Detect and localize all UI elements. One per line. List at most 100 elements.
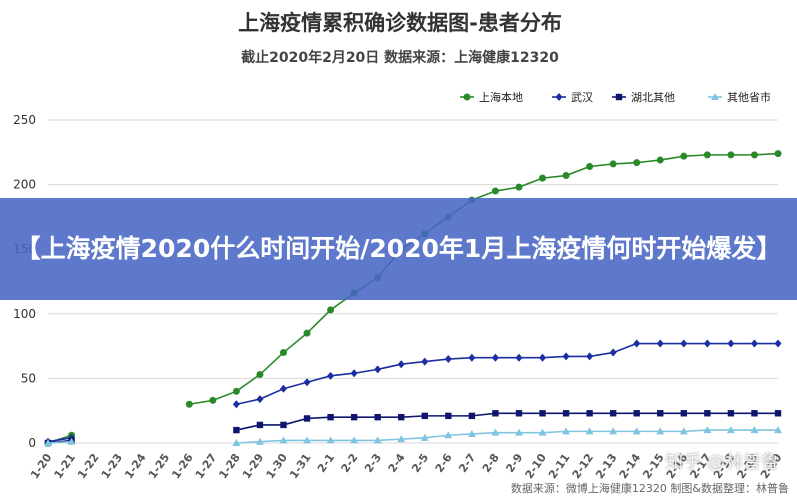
data-point [585, 427, 594, 435]
data-point [703, 151, 711, 159]
data-point [327, 306, 335, 314]
x-tick-label: 2-6 [433, 451, 455, 475]
data-point [680, 152, 688, 160]
data-point [232, 400, 240, 409]
data-point [256, 395, 264, 404]
data-point [657, 410, 664, 417]
series-4 [44, 426, 782, 446]
x-tick-label: 2-12 [570, 451, 596, 481]
data-point [232, 387, 240, 395]
y-tick-label: 50 [21, 371, 36, 385]
legend: 上海本地 武汉 湖北其他 其他省市 [460, 90, 771, 104]
data-point [421, 357, 429, 366]
data-point [726, 426, 735, 434]
data-point [750, 151, 758, 159]
data-point [774, 339, 782, 348]
data-point [562, 172, 570, 180]
data-point [750, 339, 758, 348]
data-point [727, 151, 735, 159]
data-point [538, 428, 547, 436]
data-point [303, 415, 311, 422]
chart-subtitle: 截止2020年2月20日 数据来源：上海健康12320 [241, 49, 559, 66]
data-point [303, 436, 312, 444]
legend-label: 湖北其他 [631, 91, 675, 104]
data-point [491, 428, 500, 436]
data-point [279, 349, 287, 357]
series-2 [44, 339, 782, 446]
data-point [632, 427, 641, 435]
data-point [492, 410, 499, 417]
data-point [421, 412, 428, 420]
y-tick-label: 0 [28, 436, 36, 450]
x-tick-label: 2-9 [503, 451, 525, 475]
data-point [656, 339, 664, 348]
x-tick-label: 1-27 [193, 451, 219, 481]
x-tick-label: 2-13 [593, 451, 619, 481]
data-point [539, 353, 547, 362]
data-point [279, 384, 287, 393]
data-point [515, 410, 523, 417]
x-tick-label: 1-31 [287, 451, 313, 481]
data-point [327, 413, 334, 421]
data-point [44, 439, 52, 446]
data-point [680, 410, 688, 417]
data-point [279, 436, 288, 444]
headline-banner: 【上海疫情2020什么时间开始/2020年1月上海疫情何时开始爆发】 [0, 198, 797, 300]
x-tick-label: 2-3 [362, 451, 384, 475]
data-point [727, 339, 735, 348]
data-point [539, 174, 547, 182]
data-point [397, 435, 406, 443]
data-point [609, 348, 617, 357]
data-point [326, 436, 335, 444]
data-point [445, 412, 452, 420]
x-tick-label: 2-7 [456, 451, 478, 475]
series-line [47, 440, 72, 444]
legend-marker [615, 93, 623, 101]
x-tick-label: 1-20 [28, 451, 55, 481]
series-line [236, 429, 778, 444]
x-tick-label: 2-11 [546, 451, 572, 481]
x-tick-label: 2-4 [386, 451, 408, 475]
legend-label: 武汉 [571, 91, 593, 104]
series-line [189, 152, 779, 406]
x-tick-label: 2-2 [339, 451, 361, 475]
data-point [350, 369, 358, 378]
data-point [562, 427, 571, 435]
legend-item: 湖北其他 [612, 91, 675, 104]
data-point [256, 421, 264, 429]
chart-title: 上海疫情累积确诊数据图-患者分布 [238, 11, 562, 35]
x-tick-label: 1-23 [99, 451, 125, 481]
headline-text: 【上海疫情2020什么时间开始/2020年1月上海疫情何时开始爆发】 [15, 234, 782, 263]
data-point [232, 439, 241, 446]
legend-marker [555, 93, 563, 101]
data-point [703, 426, 712, 434]
data-point [515, 183, 523, 191]
data-point [633, 159, 641, 167]
data-point [467, 429, 476, 437]
x-tick-label: 1-24 [122, 451, 149, 481]
x-tick-label: 2-1 [315, 451, 337, 475]
data-point [609, 410, 617, 417]
data-point [255, 437, 264, 445]
x-tick-label: 2-5 [409, 451, 431, 475]
data-point [468, 353, 476, 362]
series-3 [44, 410, 782, 447]
data-point [703, 339, 711, 348]
data-point [350, 413, 358, 421]
x-tick-label: 1-21 [52, 451, 78, 481]
legend-item: 武汉 [552, 91, 593, 104]
data-point [397, 360, 405, 369]
series-line [236, 342, 778, 406]
data-point [374, 365, 382, 374]
data-point [774, 410, 782, 417]
data-point [727, 410, 735, 417]
x-tick-label: 1-28 [216, 451, 242, 481]
y-tick-label: 100 [13, 307, 36, 321]
data-point [468, 412, 476, 420]
data-point [656, 156, 664, 164]
legend-item: 其他省市 [708, 90, 771, 104]
data-point [750, 426, 759, 434]
data-point [515, 353, 523, 362]
data-point [398, 413, 405, 421]
